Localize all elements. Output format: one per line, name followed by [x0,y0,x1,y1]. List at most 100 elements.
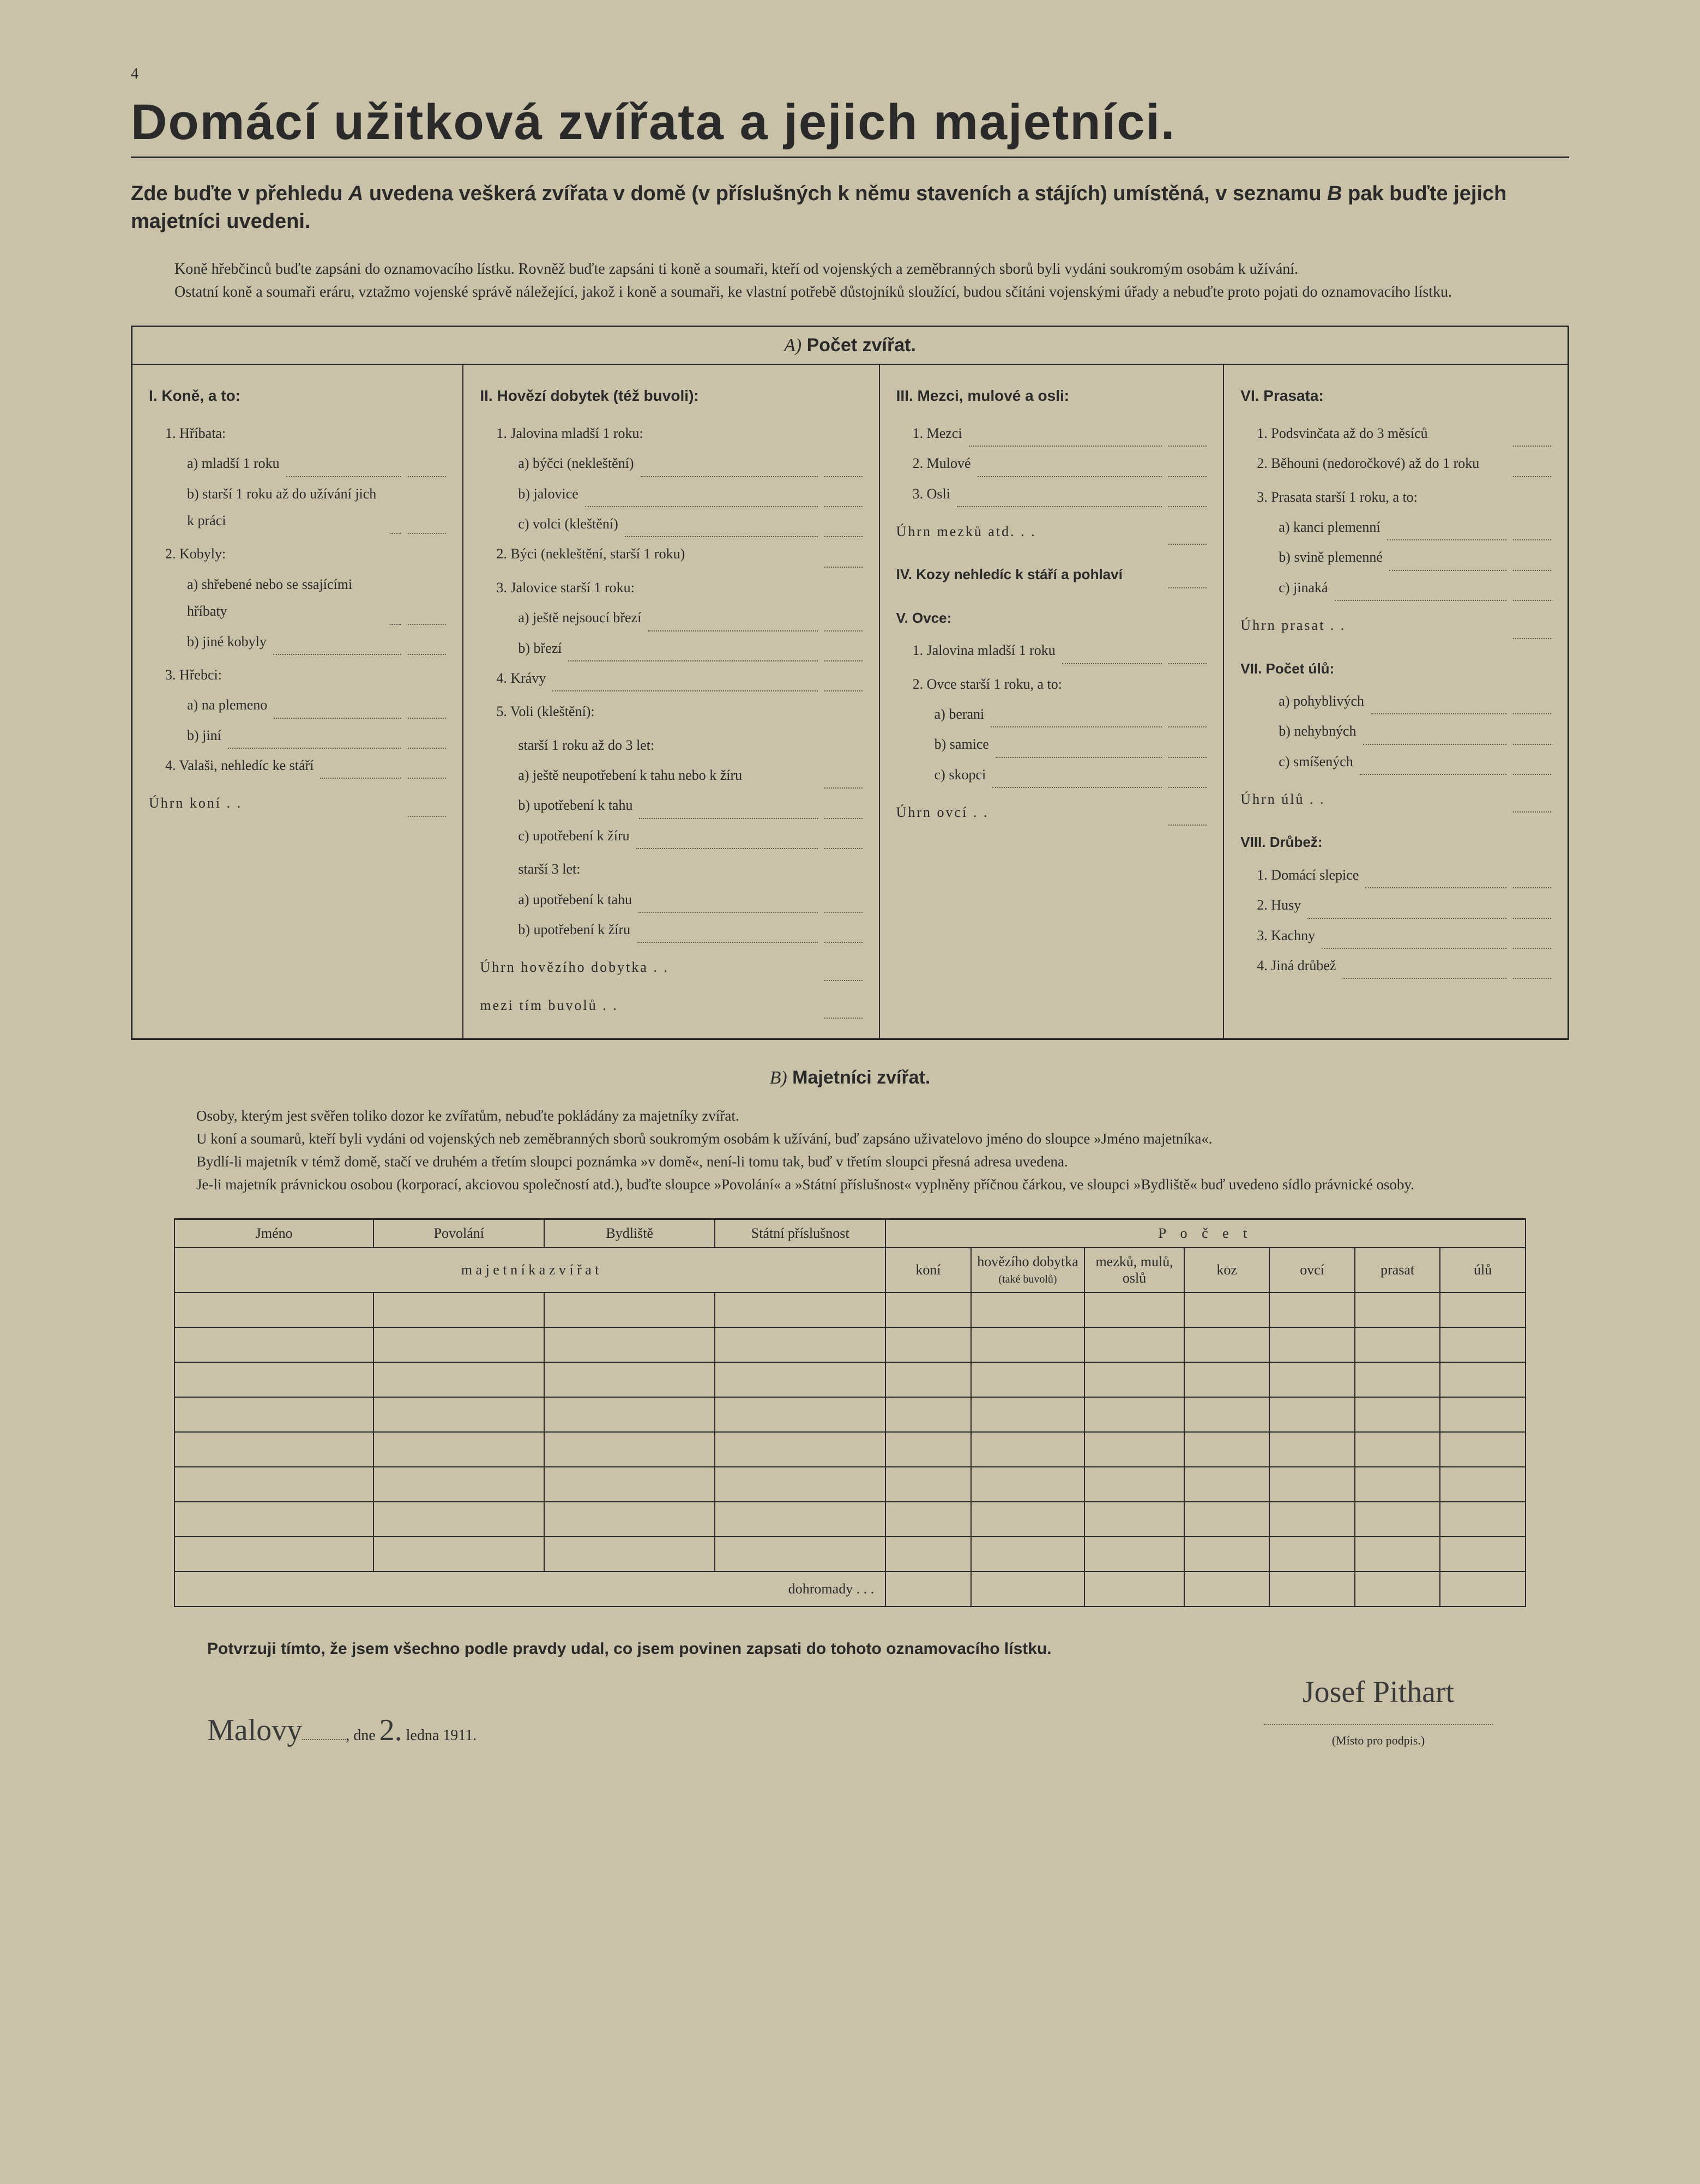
cell[interactable] [971,1292,1085,1327]
cell[interactable] [1269,1432,1354,1467]
blank[interactable] [1513,430,1551,447]
blank[interactable] [1513,622,1551,639]
blank[interactable] [1168,460,1207,477]
blank[interactable] [824,645,863,661]
cell[interactable] [971,1327,1085,1362]
cell[interactable] [1440,1362,1526,1397]
cell[interactable] [1184,1362,1269,1397]
cell[interactable] [1084,1467,1184,1502]
cell[interactable] [174,1327,373,1362]
blank[interactable] [408,517,446,534]
blank[interactable] [1513,901,1551,918]
cell[interactable] [373,1432,544,1467]
cell[interactable] [1440,1572,1526,1607]
blank[interactable] [1168,490,1207,507]
blank[interactable] [1168,430,1207,447]
blank[interactable] [1513,796,1551,813]
cell[interactable] [971,1572,1085,1607]
cell[interactable] [1355,1537,1440,1572]
cell[interactable] [715,1292,885,1327]
blank[interactable] [1168,528,1207,545]
blank[interactable] [824,614,863,631]
cell[interactable] [1084,1432,1184,1467]
cell[interactable] [1269,1362,1354,1397]
cell[interactable] [1440,1537,1526,1572]
blank[interactable] [1168,571,1207,588]
cell[interactable] [1355,1397,1440,1432]
cell[interactable] [1440,1432,1526,1467]
cell[interactable] [715,1537,885,1572]
cell[interactable] [885,1502,970,1537]
cell[interactable] [1269,1292,1354,1327]
cell[interactable] [971,1362,1085,1397]
cell[interactable] [1355,1327,1440,1362]
cell[interactable] [1269,1502,1354,1537]
blank[interactable] [824,896,863,913]
cell[interactable] [174,1502,373,1537]
blank[interactable] [1513,728,1551,745]
cell[interactable] [885,1362,970,1397]
cell[interactable] [885,1467,970,1502]
cell[interactable] [174,1362,373,1397]
cell[interactable] [885,1397,970,1432]
blank[interactable] [408,800,446,817]
cell[interactable] [1084,1572,1184,1607]
cell[interactable] [544,1467,715,1502]
cell[interactable] [1084,1537,1184,1572]
blank[interactable] [408,732,446,749]
blank[interactable] [408,762,446,779]
blank[interactable] [824,551,863,568]
cell[interactable] [373,1362,544,1397]
cell[interactable] [1355,1362,1440,1397]
blank[interactable] [1513,932,1551,949]
cell[interactable] [1084,1397,1184,1432]
cell[interactable] [1440,1467,1526,1502]
cell[interactable] [1440,1327,1526,1362]
blank[interactable] [824,1002,863,1019]
cell[interactable] [1084,1362,1184,1397]
cell[interactable] [1184,1327,1269,1362]
cell[interactable] [373,1502,544,1537]
cell[interactable] [544,1292,715,1327]
cell[interactable] [544,1397,715,1432]
cell[interactable] [544,1362,715,1397]
cell[interactable] [1184,1432,1269,1467]
cell[interactable] [544,1327,715,1362]
blank[interactable] [408,702,446,719]
cell[interactable] [1184,1537,1269,1572]
cell[interactable] [971,1537,1085,1572]
blank[interactable] [1513,554,1551,571]
cell[interactable] [1184,1467,1269,1502]
cell[interactable] [1184,1397,1269,1432]
blank[interactable] [1513,524,1551,540]
cell[interactable] [715,1467,885,1502]
blank[interactable] [824,490,863,507]
cell[interactable] [1184,1572,1269,1607]
blank[interactable] [1513,697,1551,714]
cell[interactable] [885,1572,970,1607]
cell[interactable] [971,1467,1085,1502]
blank[interactable] [1168,647,1207,664]
blank[interactable] [824,772,863,789]
blank[interactable] [1513,962,1551,979]
blank[interactable] [824,520,863,537]
blank[interactable] [408,607,446,624]
cell[interactable] [1084,1327,1184,1362]
cell[interactable] [1355,1572,1440,1607]
cell[interactable] [373,1397,544,1432]
cell[interactable] [715,1327,885,1362]
blank[interactable] [1168,711,1207,727]
blank[interactable] [824,926,863,943]
cell[interactable] [971,1397,1085,1432]
blank[interactable] [824,964,863,981]
cell[interactable] [885,1327,970,1362]
blank[interactable] [1513,871,1551,888]
blank[interactable] [1168,809,1207,826]
cell[interactable] [373,1467,544,1502]
blank[interactable] [824,675,863,691]
blank[interactable] [1513,584,1551,601]
cell[interactable] [1269,1327,1354,1362]
blank[interactable] [1168,771,1207,788]
cell[interactable] [1355,1502,1440,1537]
blank[interactable] [1513,758,1551,775]
